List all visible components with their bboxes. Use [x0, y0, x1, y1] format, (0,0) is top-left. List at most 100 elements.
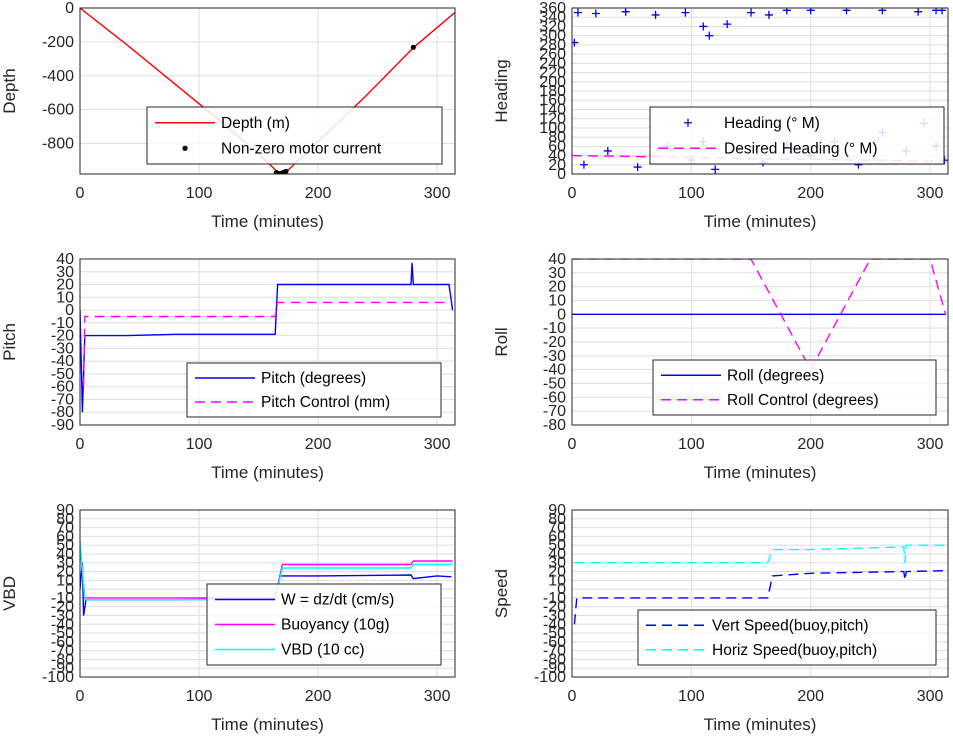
legend-label: Non-zero motor current — [221, 140, 382, 157]
series-heading-m-point — [878, 8, 887, 15]
series-vbd-10-cc-line — [80, 540, 453, 601]
y-tick-label: 240 — [539, 55, 566, 72]
x-tick-label: 300 — [917, 185, 944, 202]
series-heading-m-point — [938, 8, 947, 15]
y-tick-label: -70 — [543, 643, 566, 660]
legend: Roll (degrees) Roll Control (degrees) — [652, 359, 937, 416]
series-layer — [80, 262, 454, 413]
series-heading-m-point — [579, 160, 588, 169]
x-tick-label: 300 — [424, 688, 451, 705]
y-tick-label: -60 — [543, 634, 566, 651]
x-tick-label: 0 — [568, 436, 577, 453]
x-tick-label: 0 — [76, 185, 85, 202]
subplot-speed: 9080706050403020100-10-20-30-40-50-60-70… — [492, 502, 949, 734]
x-tick-label: 200 — [797, 688, 824, 705]
y-tick-label: -10 — [543, 320, 566, 337]
y-tick-label: 140 — [539, 101, 566, 118]
y-axis-label: Depth — [0, 68, 19, 113]
y-tick-label: -10 — [51, 315, 74, 332]
legend-box — [146, 106, 443, 165]
y-tick-label: 60 — [548, 528, 566, 545]
y-tick-label: 0 — [65, 302, 74, 319]
legend-label: Desired Heading (° M) — [724, 140, 878, 157]
y-tick-label: 40 — [548, 546, 566, 563]
x-tick-label: 300 — [424, 436, 451, 453]
y-tick-label: 20 — [548, 157, 566, 174]
axes-box — [571, 258, 949, 426]
y-tick-label: 280 — [539, 37, 566, 54]
y-tick-label: 20 — [548, 564, 566, 581]
x-axis-label: Time (minutes) — [704, 463, 817, 482]
y-tick-label: 0 — [557, 166, 566, 183]
y-tick-label: -70 — [51, 391, 74, 408]
y-tick-label: 70 — [56, 520, 74, 537]
axes-box — [79, 7, 456, 175]
x-tick-label: 100 — [186, 688, 213, 705]
y-axis-label: Pitch — [0, 323, 19, 361]
series-heading-m-point — [572, 38, 579, 47]
x-tick-label: 200 — [305, 688, 332, 705]
legend-marker — [182, 145, 188, 151]
y-tick-label: 50 — [56, 537, 74, 554]
x-axis-label: Time (minutes) — [211, 212, 324, 231]
y-tick-label: 40 — [56, 546, 74, 563]
legend-box — [186, 362, 442, 418]
y-tick-label: 20 — [56, 564, 74, 581]
y-tick-label: -80 — [543, 417, 566, 434]
series-heading-m-point — [764, 10, 773, 19]
y-tick-label: -40 — [543, 616, 566, 633]
y-tick-label: 260 — [539, 46, 566, 63]
series-vert-speed-buoy-pitch-line — [573, 569, 946, 625]
y-tick-label: -60 — [51, 379, 74, 396]
y-tick-label: 100 — [539, 120, 566, 137]
y-tick-label: 20 — [548, 279, 566, 296]
y-tick-label: -80 — [51, 651, 74, 668]
x-tick-label: 300 — [424, 185, 451, 202]
x-axis-label: Time (minutes) — [211, 463, 324, 482]
y-tick-label: 340 — [539, 9, 566, 26]
legend-label: Vert Speed(buoy,pitch) — [712, 617, 869, 634]
legend-box — [649, 106, 945, 165]
y-tick-label: 90 — [56, 502, 74, 519]
y-tick-label: -50 — [51, 366, 74, 383]
series-heading-m-point — [603, 146, 612, 155]
y-tick-label: 200 — [539, 74, 566, 91]
legend-box — [637, 609, 937, 666]
series-heading-m-point — [699, 22, 708, 31]
y-tick-label: -90 — [51, 660, 74, 677]
y-tick-label: 220 — [539, 65, 566, 82]
x-tick-label: 200 — [305, 436, 332, 453]
x-axis-label: Time (minutes) — [211, 715, 324, 734]
legend: Heading (° M) Desired Heading (° M) — [649, 106, 945, 165]
y-tick-label: -80 — [51, 404, 74, 421]
y-tick-label: 10 — [56, 289, 74, 306]
y-tick-label: 0 — [557, 581, 566, 598]
series-layer — [573, 544, 946, 625]
legend: Vert Speed(buoy,pitch) Horiz Speed(buoy,p… — [637, 609, 937, 666]
y-tick-label: -20 — [543, 599, 566, 616]
x-tick-label: 200 — [797, 185, 824, 202]
axes-box — [571, 509, 949, 678]
subplot-vbd: 9080706050403020100-10-20-30-40-50-60-70… — [0, 502, 456, 734]
y-tick-label: 160 — [539, 92, 566, 109]
legend: W = dz/dt (cm/s) Buoyancy (10g) VBD (10 cc… — [206, 583, 442, 666]
series-heading-m-point — [711, 165, 720, 174]
y-tick-label: -20 — [51, 599, 74, 616]
y-tick-label: 360 — [539, 0, 566, 17]
legend-label: Depth (m) — [221, 115, 290, 132]
legend-label: Heading (° M) — [724, 115, 820, 132]
y-tick-label: -80 — [543, 651, 566, 668]
y-tick-label: -30 — [543, 348, 566, 365]
series-heading-m-point — [591, 9, 600, 18]
x-axis-label: Time (minutes) — [704, 715, 817, 734]
series-heading-m-point — [621, 8, 630, 16]
legend: Depth (m) Non-zero motor current — [146, 106, 443, 165]
y-tick-label: -40 — [51, 616, 74, 633]
x-tick-label: 100 — [186, 185, 213, 202]
y-tick-label: 30 — [548, 555, 566, 572]
y-tick-label: -10 — [543, 590, 566, 607]
legend-marker — [684, 118, 692, 127]
legend: Pitch (degrees) Pitch Control (mm) — [186, 362, 442, 418]
